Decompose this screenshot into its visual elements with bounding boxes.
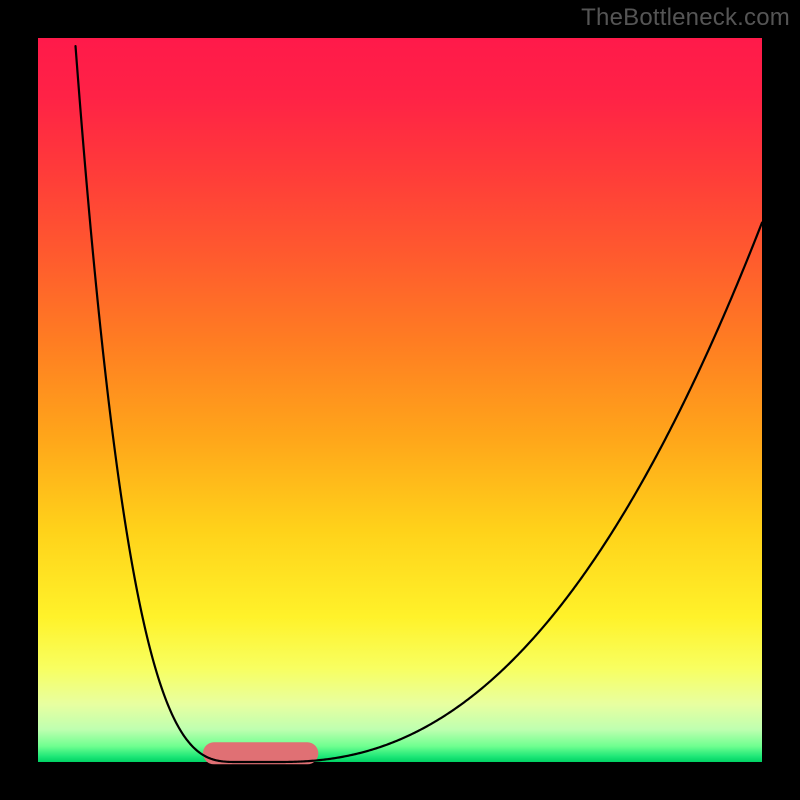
chart-stage: TheBottleneck.com bbox=[0, 0, 800, 800]
watermark-text: TheBottleneck.com bbox=[581, 4, 790, 32]
chart-svg bbox=[0, 0, 800, 800]
plot-background-gradient bbox=[38, 38, 762, 762]
